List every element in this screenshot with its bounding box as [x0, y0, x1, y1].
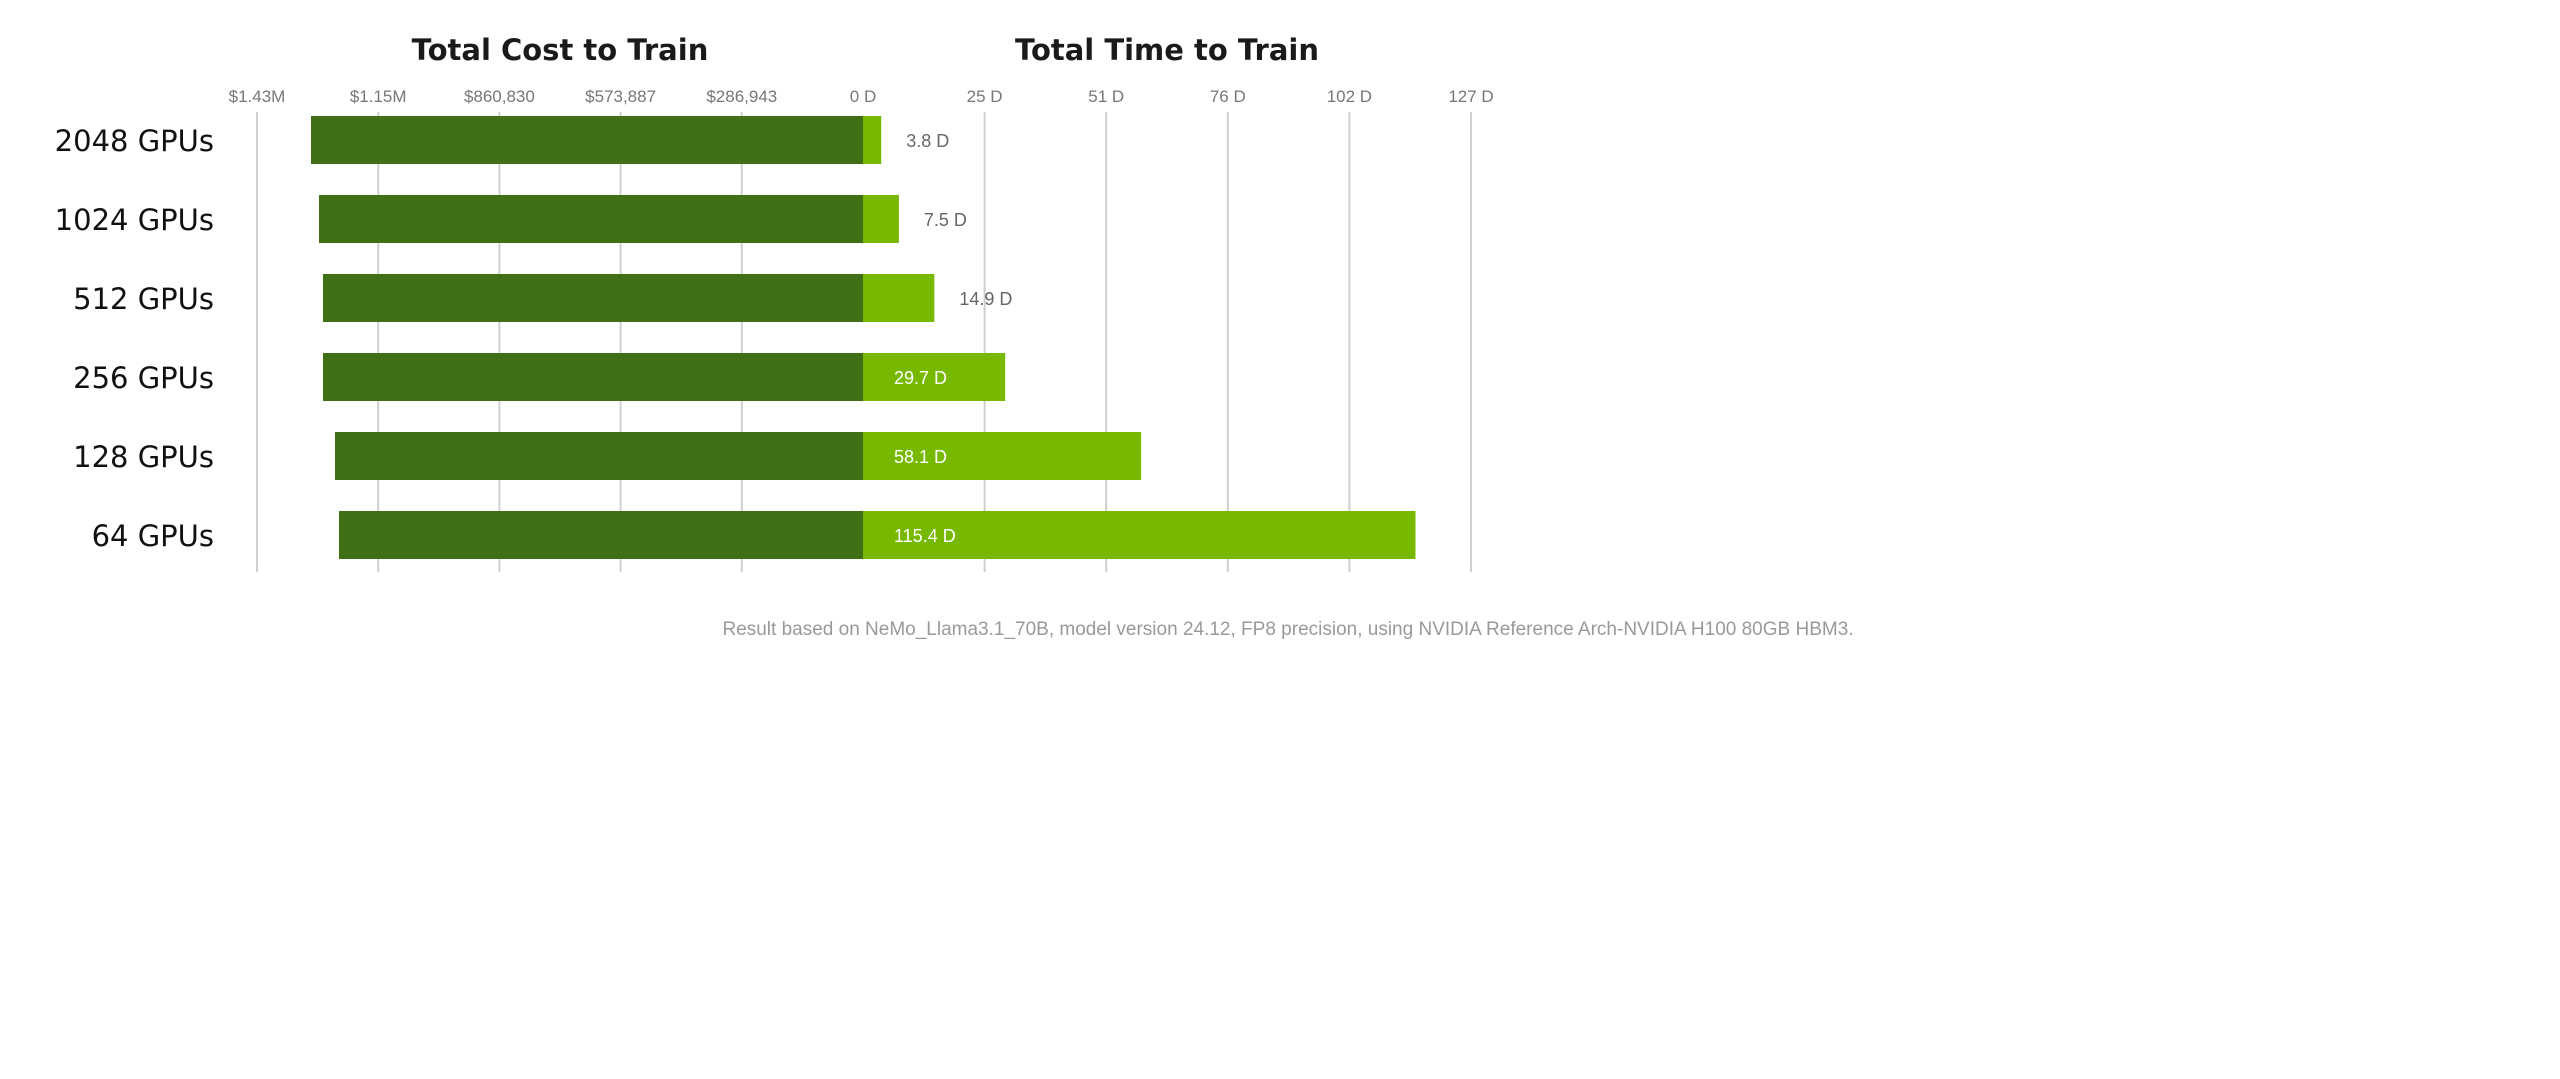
- time-tick-label: 76 D: [1210, 87, 1246, 106]
- cost-bar: [338, 511, 863, 559]
- time-data-label: 58.1 D: [894, 447, 947, 467]
- time-data-label: 7.5 D: [924, 210, 967, 230]
- time-bar: [863, 116, 882, 164]
- category-label: 256 GPUs: [73, 361, 214, 395]
- category-label: 64 GPUs: [92, 519, 214, 553]
- time-data-label: 14.9 D: [959, 289, 1012, 309]
- time-bar: [863, 432, 1142, 480]
- cost-chart-title: Total Cost to Train: [412, 33, 709, 67]
- time-bar: [863, 195, 899, 243]
- cost-tick-label: $860,830: [464, 87, 535, 106]
- category-label: 1024 GPUs: [55, 203, 214, 237]
- cost-tick-label: $1.43M: [229, 87, 286, 106]
- cost-bar: [322, 353, 863, 401]
- cost-tick-label: $1.15M: [350, 87, 407, 106]
- category-label: 512 GPUs: [73, 282, 214, 316]
- cost-bar: [319, 195, 864, 243]
- category-label: 2048 GPUs: [55, 124, 214, 158]
- category-label: 128 GPUs: [73, 440, 214, 474]
- time-tick-label: 51 D: [1088, 87, 1124, 106]
- time-tick-label: 127 D: [1448, 87, 1493, 106]
- time-bar: [863, 511, 1416, 559]
- cost-tick-label: $286,943: [706, 87, 777, 106]
- cost-bar: [322, 274, 863, 322]
- time-data-label: 115.4 D: [894, 526, 956, 546]
- footnote: Result based on NeMo_Llama3.1_70B, model…: [722, 619, 1853, 640]
- time-bar: [863, 353, 1006, 401]
- time-tick-label: 25 D: [967, 87, 1003, 106]
- time-tick-label: 102 D: [1327, 87, 1372, 106]
- cost-bar: [310, 116, 863, 164]
- time-bar: [863, 274, 935, 322]
- time-chart-title: Total Time to Train: [1015, 33, 1319, 67]
- time-data-label: 3.8 D: [906, 131, 949, 151]
- cost-tick-label: $573,887: [585, 87, 656, 106]
- time-data-label: 29.7 D: [894, 368, 947, 388]
- cost-tick-label: 0 D: [850, 87, 876, 106]
- cost-bar: [334, 432, 863, 480]
